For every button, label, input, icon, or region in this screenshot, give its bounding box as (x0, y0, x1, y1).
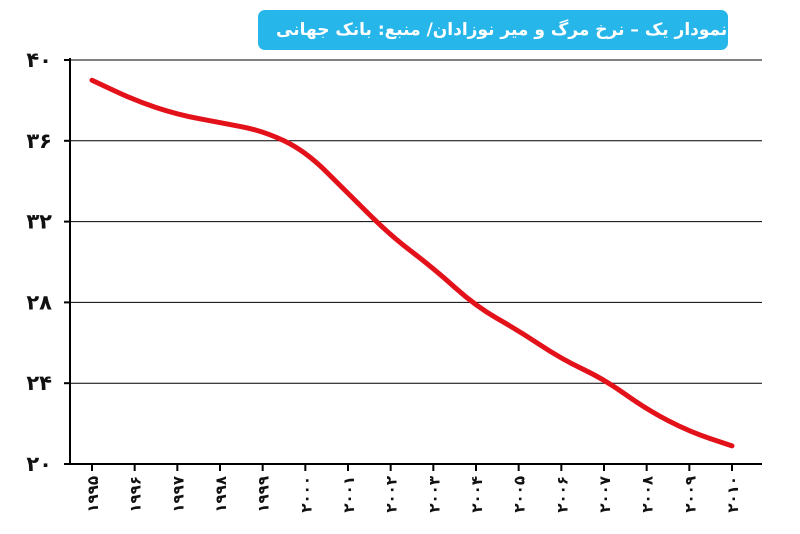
x-tick-label: ۲۰۱۰ (724, 476, 742, 513)
x-tick-label: ۱۹۹۹ (255, 476, 273, 513)
x-tick-label: ۲۰۰۳ (425, 476, 443, 513)
x-tick-label: ۲۰۰۲ (383, 476, 401, 513)
x-tick-label: ۲۰۰۱ (340, 476, 358, 513)
x-tick-label: ۲۰۰۵ (511, 476, 529, 513)
chart-title: نمودار یک – نرخ مرگ و میر نوزادان/ منبع:… (276, 20, 728, 40)
axes (64, 58, 762, 471)
series-line-0 (89, 77, 735, 449)
x-tick-label: ۱۹۹۷ (169, 476, 187, 513)
x-tick-label: ۱۹۹۶ (127, 476, 145, 513)
x-tick-label: ۱۹۹۵ (84, 476, 102, 513)
y-tick-label: ۳۶ (26, 129, 52, 153)
y-tick-labels: ۲۰ ۲۴ ۲۸ ۳۲ ۳۶ ۴۰ (26, 48, 52, 476)
x-tick-labels: ۱۹۹۵ ۱۹۹۶ ۱۹۹۷ ۱۹۹۸ ۱۹۹۹ ۲۰۰۰ ۲۰۰۱ ۲۰۰۲ ۲۰۰۳ ۲۰۰۴… (84, 476, 742, 513)
x-tick-label: ۲۰۰۹ (681, 476, 699, 513)
y-tick-label: ۳۲ (26, 210, 52, 234)
chart-title-box: نمودار یک – نرخ مرگ و میر نوزادان/ منبع:… (258, 10, 728, 50)
x-tick-label: ۲۰۰۸ (639, 476, 657, 513)
y-tick-label: ۲۸ (26, 290, 52, 314)
x-tick-label: ۱۹۹۸ (212, 476, 230, 513)
y-tick-label: ۲۰ (26, 452, 52, 476)
y-tick-label: ۴۰ (26, 48, 52, 72)
x-tick-label: ۲۰۰۷ (596, 476, 614, 513)
x-tick-label: ۲۰۰۴ (468, 476, 486, 513)
x-tick-label: ۲۰۰۶ (553, 476, 571, 513)
gridlines (70, 59, 762, 384)
y-tick-label: ۲۴ (26, 371, 52, 395)
x-tick-label: ۲۰۰۰ (297, 476, 315, 513)
series (89, 77, 735, 449)
